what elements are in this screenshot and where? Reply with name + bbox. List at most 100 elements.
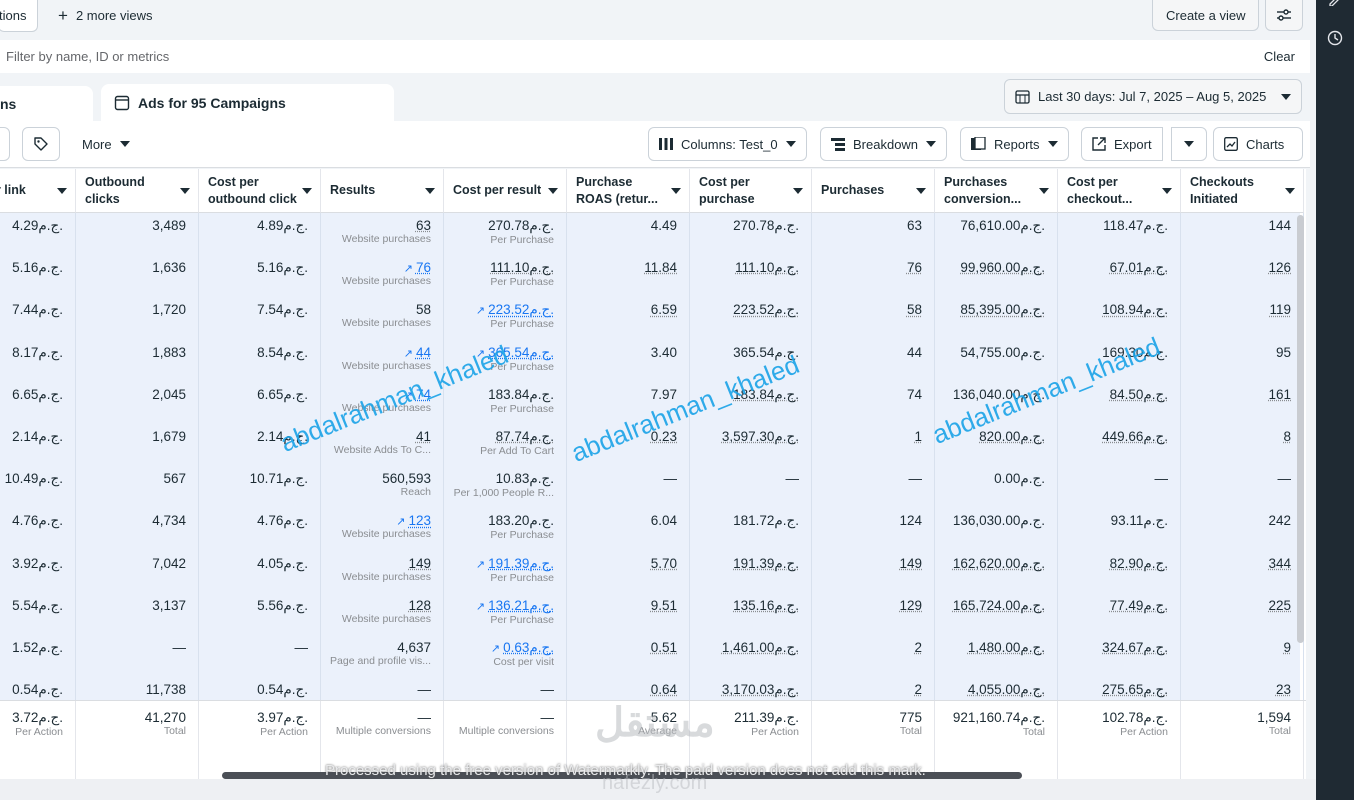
filter-input[interactable]: Filter by name, ID or metrics <box>6 49 170 64</box>
cell-value[interactable]: 63 <box>321 218 431 233</box>
cell-value[interactable]: 67.01ج.م. <box>1058 260 1168 276</box>
cell-value[interactable]: 119 <box>1181 302 1291 317</box>
sort-caret-icon[interactable] <box>1162 188 1172 194</box>
table-row[interactable]: 0.54ج.م. 11,738 0.54ج.م. — — 0.64 3,170.03ج.م.… <box>0 677 1304 720</box>
cell-value[interactable]: 449.66ج.م. <box>1058 429 1168 445</box>
cell-value[interactable]: 23 <box>1181 682 1291 697</box>
create-view-button[interactable]: Create a view <box>1152 0 1260 31</box>
breakdown-button[interactable]: Breakdown <box>820 127 948 161</box>
cell-value[interactable]: ↗ 123 <box>321 513 431 528</box>
sort-caret-icon[interactable] <box>180 188 190 194</box>
cell-value[interactable]: 8 <box>1181 429 1291 444</box>
column-header[interactable]: Cost per outbound click <box>199 169 321 213</box>
table-row[interactable]: 2.14ج.م. 1,679 2.14ج.م. 41 Website Adds To C… <box>0 424 1304 467</box>
cell-value[interactable]: 275.65ج.م. <box>1058 682 1168 698</box>
reports-button[interactable]: Reports <box>960 127 1069 161</box>
cell-value[interactable]: 165,724.00ج.م. <box>935 598 1045 614</box>
cell-value[interactable]: 3,597.30ج.م. <box>690 429 799 445</box>
cell-value[interactable]: 1 <box>812 429 922 444</box>
table-row[interactable]: 6.65ج.م. 2,045 6.65ج.م. ↗ 74 Website purchase… <box>0 381 1304 424</box>
cell-value[interactable]: 9 <box>1181 640 1291 655</box>
cell-value[interactable]: 58 <box>812 302 922 317</box>
cell-value[interactable]: 135.16ج.م. <box>690 598 799 614</box>
cell-value[interactable]: 324.67ج.م. <box>1058 640 1168 656</box>
more-views-button[interactable]: + 2 more views <box>58 7 153 24</box>
cell-value[interactable]: 1,480.00ج.م. <box>935 640 1045 656</box>
cell-value[interactable]: 85,395.00ج.م. <box>935 302 1045 318</box>
cell-value[interactable]: 3,170.03ج.م. <box>690 682 799 698</box>
cell-value[interactable]: 84.50ج.م. <box>1058 387 1168 403</box>
sort-caret-icon[interactable] <box>1039 188 1049 194</box>
table-row[interactable]: 7.44ج.م. 1,720 7.54ج.م. 58 Website purchases… <box>0 297 1304 340</box>
cell-value[interactable]: 129 <box>812 598 922 613</box>
table-row[interactable]: 8.17ج.م. 1,883 8.54ج.م. ↗ 44 Website purchase… <box>0 339 1304 382</box>
edit-icon[interactable] <box>1328 0 1342 6</box>
cell-value[interactable]: 2 <box>812 640 922 655</box>
cell-value[interactable]: 183.84ج.م. <box>690 387 799 403</box>
sort-caret-icon[interactable] <box>1285 188 1295 194</box>
tab-ads[interactable]: Ads for 95 Campaigns <box>101 84 394 121</box>
sort-caret-icon[interactable] <box>425 188 435 194</box>
cell-value[interactable]: 76 <box>812 260 922 275</box>
cell-value[interactable]: 87.74ج.م. <box>444 429 554 445</box>
cell-value[interactable]: ↗ 191.39ج.م. <box>444 556 554 572</box>
tag-button[interactable] <box>22 127 60 161</box>
cell-value[interactable]: 9.51 <box>567 598 677 613</box>
cell-value[interactable]: 4,055.00ج.م. <box>935 682 1045 698</box>
tab-campaigns[interactable]: ns <box>0 86 93 121</box>
cell-value[interactable]: 191.39ج.م. <box>690 556 799 572</box>
sort-caret-icon[interactable] <box>548 188 558 194</box>
sort-caret-icon[interactable] <box>793 188 803 194</box>
table-row[interactable]: 4.76ج.م. 4,734 4.76ج.م. ↗ 123 Website purchas… <box>0 508 1304 551</box>
cell-value[interactable]: ↗ 0.63ج.م. <box>444 640 554 656</box>
column-header[interactable]: Results <box>321 169 444 213</box>
sort-caret-icon[interactable] <box>302 188 312 194</box>
sort-caret-icon[interactable] <box>57 188 67 194</box>
cell-value[interactable]: 1,461.00ج.م. <box>690 640 799 656</box>
table-row[interactable]: 3.92ج.م. 7,042 4.05ج.م. 149 Website purchase… <box>0 550 1304 593</box>
cell-value[interactable]: 149 <box>321 556 431 571</box>
cell-value[interactable]: 111.10ج.م. <box>444 260 554 276</box>
cell-value[interactable]: ↗ 74 <box>321 387 431 402</box>
column-header[interactable]: Purchases conversion... <box>935 169 1058 213</box>
column-header[interactable]: Outbound clicks <box>76 169 199 213</box>
cell-value[interactable]: 108.94ج.م. <box>1058 302 1168 318</box>
more-button[interactable]: More <box>72 127 140 161</box>
cell-value[interactable]: ↗ 365.54ج.م. <box>444 345 554 361</box>
table-row[interactable]: 1.52ج.م. — —4,637 Page and profile vis... ↗ 0… <box>0 635 1304 678</box>
history-icon[interactable] <box>1327 30 1343 46</box>
table-row[interactable]: 5.54ج.م. 3,137 5.56ج.م. 128 Website purchase… <box>0 592 1304 635</box>
cell-value[interactable]: 111.10ج.م. <box>690 260 799 276</box>
cell-value[interactable]: ↗ 44 <box>321 345 431 360</box>
cell-value[interactable]: 128 <box>321 598 431 613</box>
cell-value[interactable]: 77.49ج.م. <box>1058 598 1168 614</box>
sort-caret-icon[interactable] <box>671 188 681 194</box>
table-row[interactable]: 10.49ج.م. 567 10.71ج.م. 560,593 Reach 10.83ج.… <box>0 466 1304 509</box>
views-tab[interactable]: tions <box>0 0 38 32</box>
cell-value[interactable]: 223.52ج.م. <box>690 302 799 318</box>
column-header[interactable]: Purchase ROAS (retur... <box>567 169 690 213</box>
export-options-button[interactable] <box>1171 127 1207 161</box>
cell-value[interactable]: 0.23 <box>567 429 677 444</box>
cell-value[interactable]: 2 <box>812 682 922 697</box>
cell-value[interactable]: 11.84 <box>567 260 677 275</box>
horizontal-scrollbar[interactable] <box>222 772 1022 779</box>
cell-value[interactable]: 82.90ج.م. <box>1058 556 1168 572</box>
table-row[interactable]: 5.16ج.م. 1,636 5.16ج.م. ↗ 76 Website purchase… <box>0 255 1304 298</box>
cell-value[interactable]: 0.51 <box>567 640 677 655</box>
cell-value[interactable]: 0.64 <box>567 682 677 697</box>
sort-caret-icon[interactable] <box>916 188 926 194</box>
filter-bar[interactable]: Filter by name, ID or metrics Clear <box>0 40 1310 73</box>
cell-value[interactable]: 161 <box>1181 387 1291 402</box>
column-header[interactable]: Cost per result <box>444 169 567 213</box>
column-header[interactable]: Cost per checkout... <box>1058 169 1181 213</box>
column-header[interactable]: Purchases <box>812 169 935 213</box>
column-header[interactable]: Checkouts Initiated <box>1181 169 1304 213</box>
cell-value[interactable]: 344 <box>1181 556 1291 571</box>
cell-value[interactable]: 149 <box>812 556 922 571</box>
column-header[interactable]: er link <box>0 169 76 213</box>
export-button[interactable]: Export <box>1081 127 1163 161</box>
cell-value[interactable]: 6.59 <box>567 302 677 317</box>
vertical-scrollbar[interactable] <box>1297 215 1304 643</box>
clear-button[interactable]: Clear <box>1263 49 1295 64</box>
